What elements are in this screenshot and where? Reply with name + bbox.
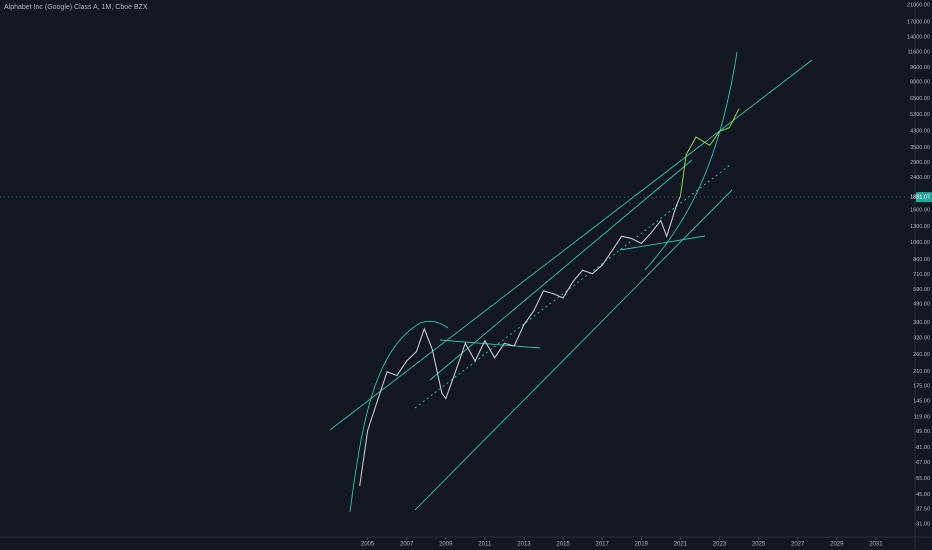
y-tick-label: 860.00 xyxy=(913,257,930,263)
price-line xyxy=(359,196,681,486)
x-tick-label: 2019 xyxy=(635,542,649,548)
y-tick-label: 21000.00 xyxy=(907,2,930,8)
y-tick-label: 1060.00 xyxy=(910,240,930,246)
price-axis xyxy=(915,0,932,550)
y-tick-label: 210.00 xyxy=(913,369,930,375)
y-tick-label: 14000.00 xyxy=(907,35,930,41)
chart-title: Alphabet Inc (Google) Class A, 1M, Cboe … xyxy=(4,4,148,11)
y-tick-label: 45.00 xyxy=(916,492,930,498)
trend-line xyxy=(439,339,541,349)
y-tick-label: 81.00 xyxy=(916,445,930,451)
channel-mid xyxy=(414,164,731,409)
parabolic-curve xyxy=(644,51,738,271)
drawings xyxy=(329,51,813,513)
y-tick-label: 1300.00 xyxy=(910,224,930,230)
x-tick-label: 2017 xyxy=(595,542,609,548)
y-tick-label: 37.50 xyxy=(916,506,930,512)
x-tick-label: 2007 xyxy=(400,542,414,548)
y-tick-label: 175.00 xyxy=(913,384,930,390)
x-tick-label: 2021 xyxy=(674,542,688,548)
price-line xyxy=(679,108,740,197)
y-tick-label: 67.00 xyxy=(916,460,930,466)
y-tick-label: 31.00 xyxy=(916,521,930,527)
parabolic-curve xyxy=(349,320,449,513)
channel-upper xyxy=(329,59,813,431)
y-tick-label: 390.00 xyxy=(913,320,930,326)
y-tick-label: 5300.00 xyxy=(910,112,930,118)
x-tick-label: 2027 xyxy=(791,542,805,548)
x-tick-label: 2011 xyxy=(478,542,492,548)
x-tick-label: 2023 xyxy=(713,542,727,548)
x-tick-label: 2015 xyxy=(556,542,570,548)
y-tick-label: 99.00 xyxy=(916,429,930,435)
y-tick-label: 2400.00 xyxy=(910,175,930,181)
y-tick-label: 17000.00 xyxy=(907,19,930,25)
y-tick-label: 119.00 xyxy=(914,414,930,420)
y-tick-label: 11600.00 xyxy=(907,50,930,56)
channel-inner xyxy=(429,159,693,381)
x-tick-label: 2013 xyxy=(517,542,531,548)
y-tick-label: 6500.00 xyxy=(910,96,930,102)
x-tick-label: 2031 xyxy=(869,542,883,548)
last-price-label: 1881.07 xyxy=(910,195,930,201)
channel-lower xyxy=(414,189,733,511)
y-tick-label: 260.00 xyxy=(913,352,930,358)
y-tick-label: 2900.00 xyxy=(910,160,930,166)
y-tick-label: 9600.00 xyxy=(910,65,930,71)
y-tick-label: 55.00 xyxy=(916,476,930,482)
y-tick-label: 490.00 xyxy=(913,302,930,308)
x-tick-label: 2029 xyxy=(830,542,844,548)
y-tick-label: 320.00 xyxy=(913,336,930,342)
y-tick-label: 145.00 xyxy=(913,399,930,405)
y-tick-label: 1600.00 xyxy=(910,207,930,213)
last-price-tag xyxy=(916,192,932,203)
y-tick-label: 4300.00 xyxy=(910,129,930,135)
y-tick-label: 3500.00 xyxy=(910,145,930,151)
x-tick-label: 2025 xyxy=(752,542,766,548)
trend-line xyxy=(619,235,706,251)
x-tick-label: 2005 xyxy=(361,542,375,548)
x-tick-label: 2009 xyxy=(439,542,453,548)
y-tick-label: 590.00 xyxy=(913,287,930,293)
y-tick-label: 8000.00 xyxy=(910,79,930,85)
y-tick-label: 710.00 xyxy=(913,272,930,278)
